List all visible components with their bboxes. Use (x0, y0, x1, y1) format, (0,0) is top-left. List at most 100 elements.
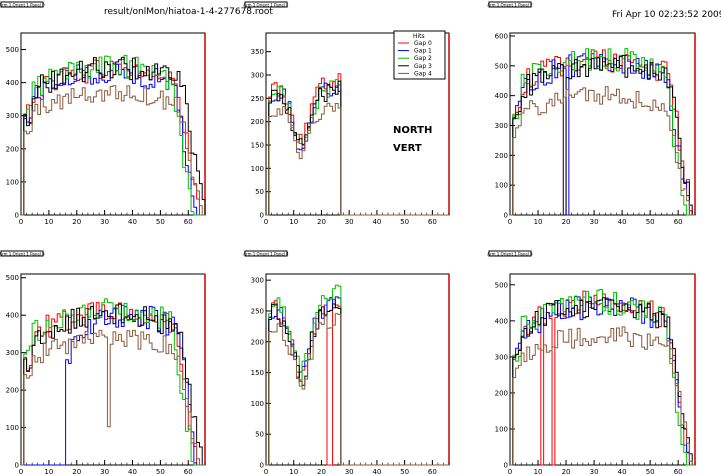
series-line (266, 102, 449, 216)
x-tick-label: 40 (372, 218, 381, 226)
y-tick-label: 100 (251, 400, 264, 408)
y-tick-label: 400 (495, 92, 508, 100)
series-line (21, 303, 205, 466)
y-tick-label: 0 (15, 462, 19, 470)
y-tick-label: 0 (260, 212, 264, 220)
x-tick-label: 20 (317, 468, 326, 474)
x-tick-label: 0 (19, 468, 23, 474)
y-tick-label: 50 (255, 431, 264, 439)
y-tick-label: 400 (6, 312, 19, 320)
x-tick-label: 30 (100, 468, 109, 474)
file-label: result/onlMon/hiatoa-1-4-277678.root (104, 7, 273, 17)
series-line (266, 313, 449, 466)
x-tick-label: 20 (317, 218, 326, 226)
y-tick-label: 400 (495, 317, 508, 325)
y-tick-label: 300 (251, 277, 264, 285)
y-tick-label: 0 (504, 462, 508, 470)
panel-title: Arm 1 Orient 1 Panel 0 (0, 2, 45, 7)
x-tick-label: 30 (100, 218, 109, 226)
annotation-vert: VERT (393, 143, 422, 154)
x-tick-label: 50 (156, 468, 165, 474)
y-tick-label: 100 (251, 165, 264, 173)
x-tick-label: 60 (428, 468, 437, 474)
series-line (510, 326, 695, 466)
x-tick-label: 50 (156, 218, 165, 226)
chart-panel: Arm 1 Orient 1 Panel 1 0 10 20 30 40 50 60 0 50 10… (243, 1, 450, 226)
series-line (21, 329, 205, 466)
legend-box (393, 30, 446, 80)
y-tick-label: 200 (251, 118, 264, 126)
y-tick-label: 0 (15, 212, 19, 220)
annotation-north: NORTH (393, 125, 432, 136)
x-tick-label: 40 (128, 468, 137, 474)
panel-title-box (244, 1, 288, 8)
x-tick-label: 0 (264, 468, 268, 474)
series-line (21, 56, 206, 216)
x-tick-label: 60 (674, 218, 683, 226)
y-tick-label: 100 (495, 182, 508, 190)
x-tick-label: 20 (562, 468, 571, 474)
panel-title: Arm 1 Orient 1 Panel 3 (0, 251, 45, 256)
x-tick-label: 40 (372, 468, 381, 474)
x-tick-label: 0 (508, 218, 512, 226)
x-tick-label: 50 (646, 468, 655, 474)
y-tick-label: 150 (251, 142, 264, 150)
y-tick-label: 0 (504, 212, 508, 220)
x-tick-label: 60 (674, 468, 683, 474)
series-line (510, 48, 695, 216)
y-tick-label: 200 (495, 152, 508, 160)
panel-title-box (244, 250, 288, 257)
chart-panel: Arm 1 Orient 1 Panel 4 0 10 20 30 40 50 60 0 50 10… (243, 250, 450, 474)
x-tick-label: 50 (400, 218, 409, 226)
x-tick-label: 0 (508, 468, 512, 474)
legend-title: Hits (413, 33, 425, 40)
y-tick-label: 100 (6, 178, 19, 186)
x-tick-label: 60 (184, 468, 193, 474)
x-tick-label: 30 (590, 468, 599, 474)
plot-frame (265, 273, 450, 466)
y-tick-label: 200 (6, 145, 19, 153)
x-tick-label: 10 (534, 468, 543, 474)
chart-panel: Arm 1 Orient 1 Panel 3 0 10 20 30 40 50 60 0 100 2… (487, 250, 696, 474)
x-tick-label: 0 (264, 218, 268, 226)
x-tick-label: 10 (44, 218, 53, 226)
panel-title: Arm 1 Orient 1 Panel 2 (487, 2, 533, 7)
x-tick-label: 40 (618, 468, 627, 474)
chart-panel: Arm 1 Orient 1 Panel 20 10 20 30 40 50 6001002… (487, 1, 696, 226)
series-line (21, 85, 205, 216)
y-tick-label: 500 (6, 274, 19, 282)
x-tick-label: 20 (72, 218, 81, 226)
series-line (510, 297, 695, 466)
x-tick-label: 0 (19, 218, 23, 226)
x-tick-label: 50 (400, 468, 409, 474)
panels: Arm 1 Orient 1 Panel 00 10 20 30 40 50 6001002… (0, 1, 696, 474)
timestamp: Fri Apr 10 02:23:52 2009 (612, 10, 721, 20)
y-tick-label: 300 (6, 112, 19, 120)
y-tick-label: 500 (495, 62, 508, 70)
y-tick-label: 150 (251, 369, 264, 377)
y-tick-label: 0 (260, 462, 264, 470)
x-tick-label: 40 (128, 218, 137, 226)
legend-entry: Gap 3 (414, 63, 432, 70)
x-tick-label: 30 (345, 468, 354, 474)
panel-title-box (488, 250, 532, 257)
legend-entry: Gap 2 (414, 55, 432, 62)
legend-entry: Gap 4 (414, 70, 432, 77)
panel-title-box (488, 1, 532, 8)
series-line (21, 298, 205, 466)
series-line (510, 288, 695, 466)
chart-panel: Arm 1 Orient 1 Panel 3 0 10 20 30 40 50 60 0 100 2… (0, 250, 206, 474)
x-tick-label: 60 (428, 218, 437, 226)
x-tick-label: 30 (590, 218, 599, 226)
y-tick-label: 250 (251, 95, 264, 103)
x-tick-label: 10 (289, 218, 298, 226)
y-tick-label: 300 (251, 72, 264, 80)
y-tick-label: 200 (6, 387, 19, 395)
y-tick-label: 400 (6, 79, 19, 87)
y-tick-label: 50 (255, 188, 264, 196)
x-tick-label: 30 (345, 218, 354, 226)
x-tick-label: 20 (72, 468, 81, 474)
y-tick-label: 600 (495, 32, 508, 40)
x-tick-label: 10 (534, 218, 543, 226)
